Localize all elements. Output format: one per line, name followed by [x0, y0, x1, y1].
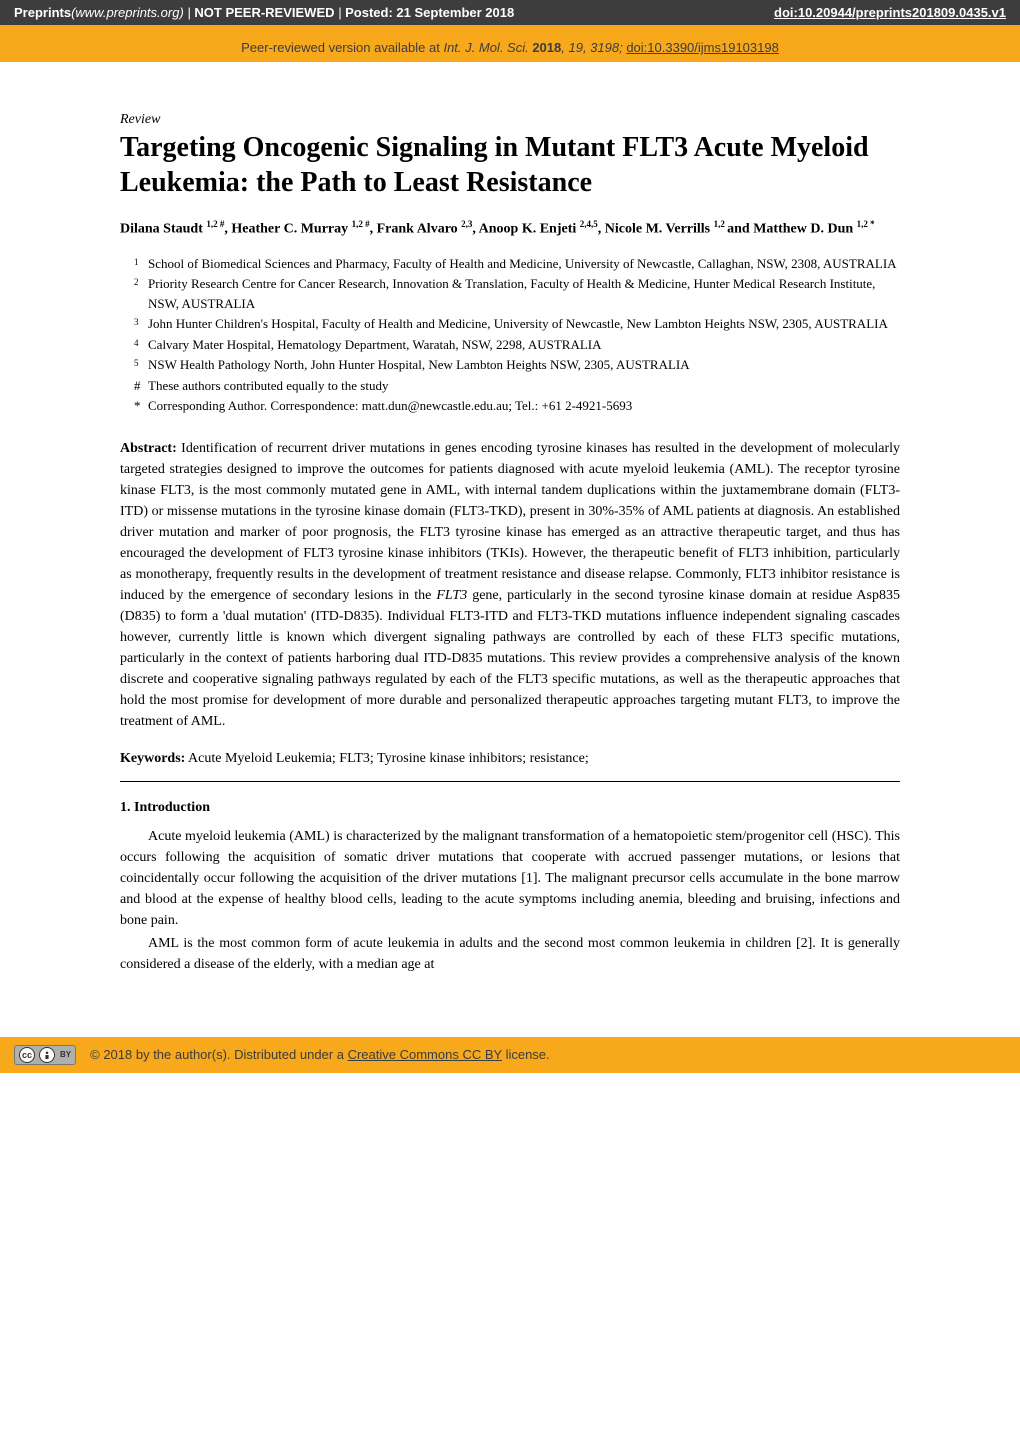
affiliation-text: Calvary Mater Hospital, Hematology Depar…	[148, 335, 900, 355]
header-doi[interactable]: doi:10.20944/preprints201809.0435.v1	[774, 5, 1006, 20]
by-label: BY	[60, 1050, 71, 1059]
keywords-block: Keywords: Acute Myeloid Leukemia; FLT3; …	[120, 748, 900, 769]
affiliation-row: 4Calvary Mater Hospital, Hematology Depa…	[134, 335, 900, 355]
author-name: , Nicole M. Verrills	[598, 222, 714, 237]
peer-review-bar: Peer-reviewed version available at Int. …	[0, 25, 1020, 62]
by-circle-icon	[39, 1047, 55, 1063]
author-affil-sup: 1,2 #	[206, 219, 224, 229]
author-note-symbol: *	[134, 396, 148, 416]
abstract-text-1: Identification of recurrent driver mutat…	[120, 441, 900, 603]
intro-paragraph-1: Acute myeloid leukemia (AML) is characte…	[120, 826, 900, 931]
author-affil-sup: 1,2 #	[352, 219, 370, 229]
affiliation-text: NSW Health Pathology North, John Hunter …	[148, 355, 900, 375]
affiliation-number: 3	[134, 316, 148, 336]
header-not-peer: NOT PEER-REVIEWED	[194, 5, 334, 20]
affiliation-text: John Hunter Children's Hospital, Faculty…	[148, 314, 900, 334]
author-note-text: Corresponding Author. Correspondence: ma…	[148, 396, 900, 416]
abstract-text-2: gene, particularly in the second tyrosin…	[120, 588, 900, 729]
affiliation-number: 2	[134, 276, 148, 315]
author-name: and Matthew D. Dun	[727, 222, 857, 237]
abstract-gene-italic: FLT3	[436, 588, 467, 603]
author-affil-sup: 1,2	[714, 219, 728, 229]
author-affil-sup: 2,4,5	[580, 219, 598, 229]
header-posted-date: 21 September 2018	[396, 5, 514, 20]
author-list: Dilana Staudt 1,2 #, Heather C. Murray 1…	[120, 218, 900, 240]
abstract-label: Abstract:	[120, 441, 177, 456]
affiliation-number: 5	[134, 357, 148, 377]
affiliation-row: 2Priority Research Centre for Cancer Res…	[134, 274, 900, 313]
author-name: , Frank Alvaro	[370, 222, 462, 237]
affiliation-number: 4	[134, 337, 148, 357]
header-sep1: |	[184, 5, 195, 20]
keywords-text: Acute Myeloid Leukemia; FLT3; Tyrosine k…	[185, 751, 588, 766]
author-note-symbol: #	[134, 376, 148, 396]
section-1-heading: 1. Introduction	[120, 800, 900, 816]
affiliation-row: 1School of Biomedical Sciences and Pharm…	[134, 254, 900, 274]
author-note-text: These authors contributed equally to the…	[148, 376, 900, 396]
affiliation-row: 5NSW Health Pathology North, John Hunter…	[134, 355, 900, 375]
author-name: , Heather C. Murray	[224, 222, 351, 237]
author-affil-sup: 2,3	[461, 219, 472, 229]
peer-rest: , 19, 3198;	[561, 40, 626, 55]
article-content: Review Targeting Oncogenic Signaling in …	[0, 62, 1020, 997]
cc-by-badge-icon: cc BY	[14, 1045, 76, 1065]
article-type: Review	[120, 112, 900, 128]
peer-journal: Int. J. Mol. Sci.	[443, 40, 528, 55]
license-footer-bar: cc BY © 2018 by the author(s). Distribut…	[0, 1037, 1020, 1073]
affiliation-number: 1	[134, 256, 148, 276]
peer-year: 2018	[529, 40, 562, 55]
abstract-block: Abstract: Identification of recurrent dr…	[120, 438, 900, 732]
author-note-row: *Corresponding Author. Correspondence: m…	[134, 396, 900, 416]
affiliation-text: Priority Research Centre for Cancer Rese…	[148, 274, 900, 313]
preprint-header-bar: Preprints(www.preprints.org) | NOT PEER-…	[0, 0, 1020, 25]
header-source: Preprints	[14, 5, 71, 20]
divider	[120, 781, 900, 782]
header-url: (www.preprints.org)	[71, 5, 184, 20]
intro-paragraph-2: AML is the most common form of acute leu…	[120, 933, 900, 975]
footer-text: © 2018 by the author(s). Distributed und…	[90, 1047, 550, 1062]
footer-suffix: license.	[502, 1047, 550, 1062]
peer-doi-link[interactable]: doi:10.3390/ijms19103198	[626, 40, 779, 55]
author-name: , Anoop K. Enjeti	[472, 222, 579, 237]
affiliation-text: School of Biomedical Sciences and Pharma…	[148, 254, 900, 274]
author-name: Dilana Staudt	[120, 222, 206, 237]
header-posted-label: Posted:	[345, 5, 393, 20]
cc-circle-icon: cc	[19, 1047, 35, 1063]
cc-license-link[interactable]: Creative Commons CC BY	[348, 1047, 502, 1062]
keywords-label: Keywords:	[120, 751, 185, 766]
author-note-row: #These authors contributed equally to th…	[134, 376, 900, 396]
header-sep2: |	[335, 5, 346, 20]
footer-copyright: © 2018 by the author(s). Distributed und…	[90, 1047, 347, 1062]
article-title: Targeting Oncogenic Signaling in Mutant …	[120, 130, 900, 200]
affiliation-list: 1School of Biomedical Sciences and Pharm…	[120, 254, 900, 416]
author-affil-sup: 1,2 *	[857, 219, 875, 229]
peer-prefix: Peer-reviewed version available at	[241, 40, 443, 55]
header-left: Preprints(www.preprints.org) | NOT PEER-…	[14, 5, 514, 20]
affiliation-row: 3John Hunter Children's Hospital, Facult…	[134, 314, 900, 334]
